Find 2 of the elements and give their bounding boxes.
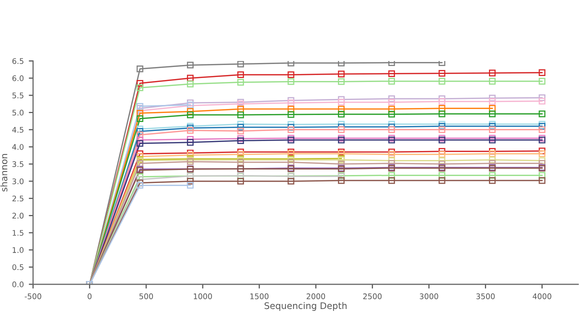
x-axis-title: Sequencing Depth: [264, 302, 347, 311]
y-axis-title: shannon: [0, 154, 8, 192]
